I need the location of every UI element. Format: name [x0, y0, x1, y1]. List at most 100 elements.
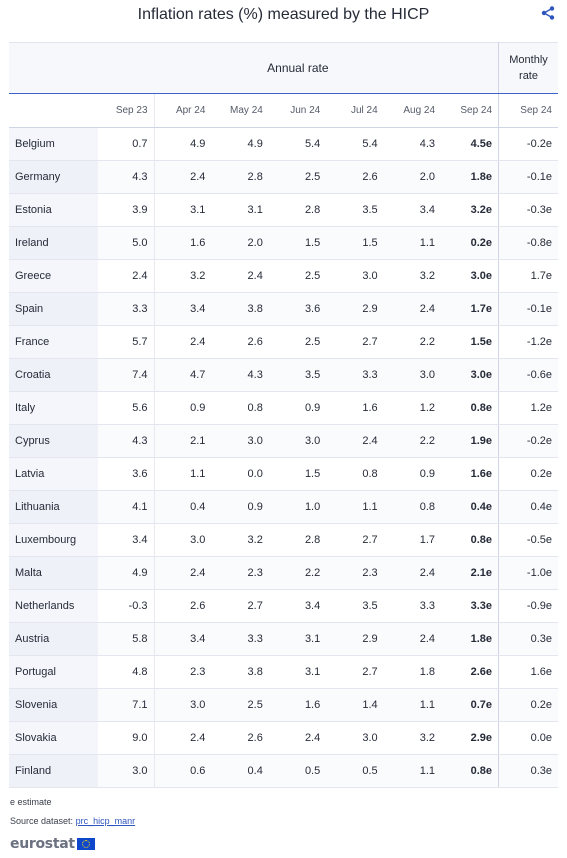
country-label: Italy	[9, 391, 98, 425]
value-cell: 2.4	[97, 259, 155, 293]
value-cell: 1.1	[154, 457, 212, 491]
value-cell: 0.0e	[498, 721, 558, 755]
value-cell: -0.5e	[498, 523, 558, 557]
value-cell: 0.8e	[441, 754, 499, 788]
table-row: Estonia 3.9 3.1 3.1 2.8 3.5 3.4 3.2e -0.3e	[9, 193, 558, 227]
value-cell: 3.3	[326, 358, 384, 392]
table-title: Inflation rates (%) measured by the HICP	[137, 6, 430, 23]
table-row: Slovakia 9.0 2.4 2.6 2.4 3.0 3.2 2.9e 0.0e	[9, 721, 558, 755]
value-cell: 3.0	[326, 721, 384, 755]
country-label: Estonia	[9, 193, 98, 227]
country-label: Belgium	[9, 127, 98, 161]
value-cell: 3.1	[154, 193, 212, 227]
value-cell: 3.0e	[441, 358, 499, 392]
eurostat-logo: eurostat	[10, 836, 95, 852]
value-cell: 3.2	[211, 523, 269, 557]
country-label: Greece	[9, 259, 98, 293]
corner-cell	[9, 42, 98, 94]
value-cell: 1.5	[268, 457, 327, 491]
value-cell: 2.4	[268, 721, 327, 755]
value-cell: 5.4	[326, 127, 384, 161]
value-cell: -1.2e	[498, 325, 558, 359]
value-cell: 3.0e	[441, 259, 499, 293]
value-cell: 5.8	[97, 622, 155, 656]
value-cell: 3.0	[268, 424, 327, 458]
table-row: Italy 5.6 0.9 0.8 0.9 1.6 1.2 0.8e 1.2e	[9, 391, 558, 425]
value-cell: -1.0e	[498, 556, 558, 590]
table-row: Malta 4.9 2.4 2.3 2.2 2.3 2.4 2.1e -1.0e	[9, 556, 558, 590]
value-cell: 0.2e	[441, 226, 499, 260]
value-cell: 2.3	[326, 556, 384, 590]
value-cell: 2.6	[211, 325, 269, 359]
value-cell: 1.2e	[498, 391, 558, 425]
value-cell: 2.0	[211, 226, 269, 260]
value-cell: 0.4e	[441, 490, 499, 524]
value-cell: 4.9	[154, 127, 212, 161]
value-cell: 1.7e	[441, 292, 499, 326]
value-cell: 2.6	[154, 589, 212, 623]
value-cell: 2.4	[211, 259, 269, 293]
value-cell: 2.3	[154, 655, 212, 689]
table-row: Cyprus 4.3 2.1 3.0 3.0 2.4 2.2 1.9e -0.2e	[9, 424, 558, 458]
value-cell: 1.6e	[441, 457, 499, 491]
value-cell: 3.6	[97, 457, 155, 491]
value-cell: 3.2	[154, 259, 212, 293]
value-cell: 7.4	[97, 358, 155, 392]
value-cell: 0.3e	[498, 754, 558, 788]
value-cell: 3.2	[383, 259, 442, 293]
table-row: Lithuania 4.1 0.4 0.9 1.0 1.1 0.8 0.4e 0.4e	[9, 490, 558, 524]
value-cell: 1.6	[326, 391, 384, 425]
value-cell: 2.4	[154, 721, 212, 755]
value-cell: 0.8	[211, 391, 269, 425]
value-cell: 0.5	[326, 754, 384, 788]
value-cell: 2.7	[211, 589, 269, 623]
value-cell: 2.4	[383, 556, 442, 590]
source-dataset-link[interactable]: prc_hicp_manr	[75, 816, 136, 826]
value-cell: 2.6	[211, 721, 269, 755]
country-label: Cyprus	[9, 424, 98, 458]
value-cell: 7.1	[97, 688, 155, 722]
value-cell: 4.1	[97, 490, 155, 524]
value-cell: -0.2e	[498, 127, 558, 161]
value-cell: 5.4	[268, 127, 327, 161]
hicp-table: Annual rate Monthly rate Sep 23 Apr 24 May…	[9, 42, 558, 788]
value-cell: 2.2	[383, 325, 442, 359]
value-cell: 1.5	[326, 226, 384, 260]
table-row: Germany 4.3 2.4 2.8 2.5 2.6 2.0 1.8e -0.1e	[9, 160, 558, 194]
value-cell: 3.1	[268, 655, 327, 689]
value-cell: 0.8	[383, 490, 442, 524]
value-cell: 1.9e	[441, 424, 499, 458]
period-corner	[9, 93, 98, 128]
country-label: Slovakia	[9, 721, 98, 755]
period-header: Aug 24	[383, 93, 442, 128]
value-cell: 1.1	[383, 754, 442, 788]
value-cell: 1.8	[383, 655, 442, 689]
value-cell: 3.3	[383, 589, 442, 623]
period-header: May 24	[211, 93, 269, 128]
table-row: Croatia 7.4 4.7 4.3 3.5 3.3 3.0 3.0e -0.6e	[9, 358, 558, 392]
value-cell: 3.0	[154, 688, 212, 722]
value-cell: 3.0	[97, 754, 155, 788]
value-cell: 0.5	[268, 754, 327, 788]
value-cell: 0.9	[383, 457, 442, 491]
eu-flag-icon	[76, 838, 95, 850]
value-cell: 1.8e	[441, 160, 499, 194]
value-cell: 1.1	[383, 688, 442, 722]
value-cell: 3.3	[97, 292, 155, 326]
value-cell: 2.2	[268, 556, 327, 590]
table-row: Belgium 0.7 4.9 4.9 5.4 5.4 4.3 4.5e -0.2e	[9, 127, 558, 161]
value-cell: 1.6e	[498, 655, 558, 689]
value-cell: 0.4	[154, 490, 212, 524]
table-row: Netherlands -0.3 2.6 2.7 3.4 3.5 3.3 3.3e -0.9e	[9, 589, 558, 623]
value-cell: 4.3	[97, 424, 155, 458]
value-cell: -0.6e	[498, 358, 558, 392]
value-cell: 2.5	[268, 325, 327, 359]
value-cell: 1.0	[268, 490, 327, 524]
value-cell: -0.1e	[498, 160, 558, 194]
value-cell: 0.4	[211, 754, 269, 788]
table-row: Spain 3.3 3.4 3.8 3.6 2.9 2.4 1.7e -0.1e	[9, 292, 558, 326]
value-cell: 2.3	[211, 556, 269, 590]
share-icon[interactable]	[540, 5, 556, 21]
table-row: Luxembourg 3.4 3.0 3.2 2.8 2.7 1.7 0.8e -0.5e	[9, 523, 558, 557]
value-cell: 0.9	[154, 391, 212, 425]
